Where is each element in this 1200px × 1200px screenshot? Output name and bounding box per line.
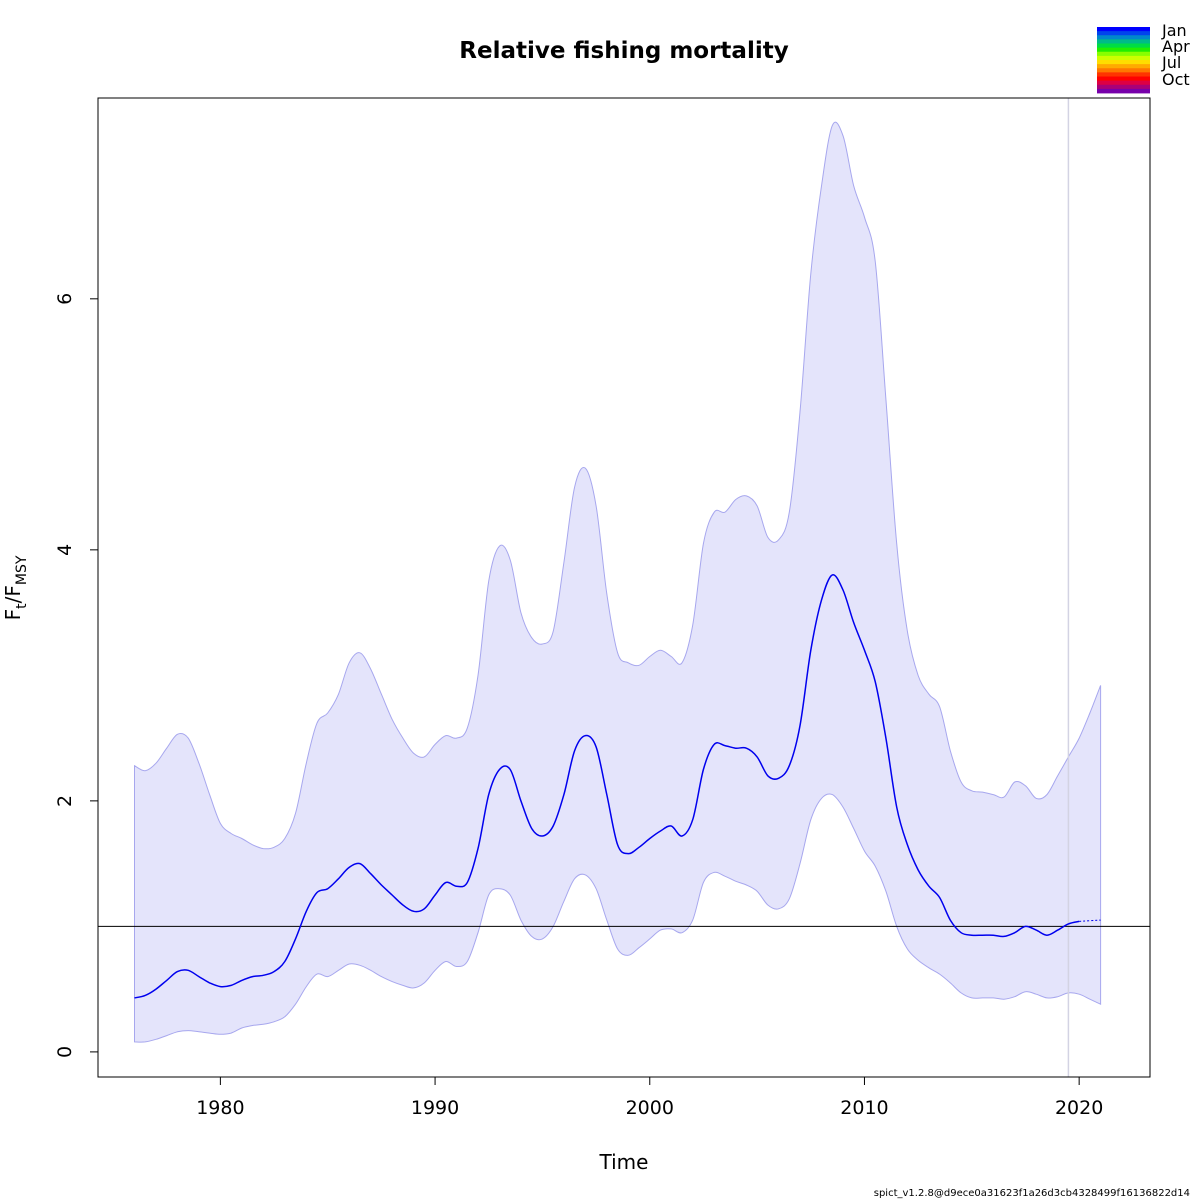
y-tick-label: 4 [54,544,76,556]
forecast-line [1079,919,1101,922]
legend-label: Jul [1161,53,1181,72]
x-tick-label: 1980 [196,1097,244,1119]
y-axis-title-sub2: MSY [14,555,30,585]
version-footer: spict_v1.2.8@d9ece0a31623f1a26d3cb432849… [874,1188,1190,1199]
axes: 1980 1990 2000 2010 2020 0 2 4 6 [54,97,1151,1119]
y-axis-title-main: F [1,609,25,621]
legend-swatch [1097,88,1150,94]
y-axis-title: Ft/FMSY [1,555,30,620]
legend-swatch [1097,43,1150,49]
x-tick-label: 1990 [411,1097,459,1119]
legend-label: Jan [1161,21,1187,40]
x-tick-label: 2020 [1055,1097,1103,1119]
legend-swatch [1097,35,1150,40]
x-tick-label: 2000 [626,1097,674,1119]
y-tick-label: 2 [54,795,76,807]
legend-swatch [1097,76,1150,82]
y-tick-label: 6 [54,293,76,305]
legend-swatch [1097,64,1150,69]
legend-swatch [1097,31,1150,36]
y-axis-title-sep: /F [1,585,25,603]
legend-label: Apr [1162,37,1190,56]
legend-swatch [1097,39,1150,44]
legend-swatch [1097,84,1150,90]
legend-swatch [1097,55,1150,61]
legend-swatch [1097,68,1150,73]
x-tick-label: 2010 [840,1097,888,1119]
chart-title: Relative fishing mortality [459,38,788,64]
y-tick-label: 0 [54,1046,76,1058]
y-axis-title-sub1: t [14,603,30,609]
legend-swatch [1097,60,1150,65]
legend-swatch [1097,51,1150,57]
legend-swatch [1097,72,1150,77]
legend-label: Oct [1162,70,1190,89]
x-axis-title: Time [599,1150,649,1174]
estimate-line [134,574,1080,999]
legend-swatch [1097,27,1150,32]
confidence-band [134,121,1102,1043]
plot-area [98,98,1150,1077]
legend-swatch [1097,47,1150,53]
legend-swatch [1097,80,1150,86]
